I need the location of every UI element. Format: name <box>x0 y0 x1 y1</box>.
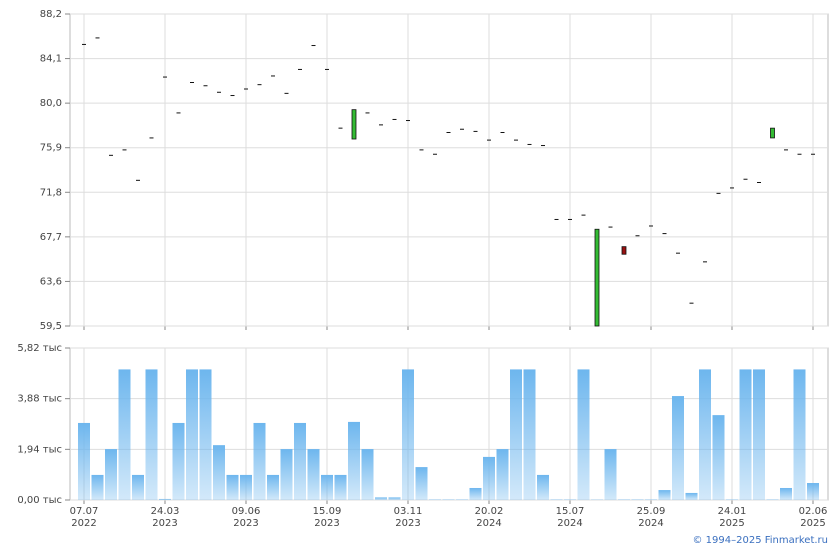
volume-bar <box>726 499 738 500</box>
volume-bar <box>685 492 698 500</box>
x-tick-label: 20.02 2024 <box>474 506 504 529</box>
volume-bar <box>658 490 671 500</box>
volume-bar <box>807 483 819 500</box>
y-tick-label: 75,9 <box>40 143 62 154</box>
volume-bar <box>793 369 806 500</box>
volume-bar <box>91 474 104 500</box>
volume-bar <box>226 474 239 500</box>
volume-bar <box>753 369 765 500</box>
volume-bar <box>213 445 225 500</box>
y-tick-label: 0,00 тыс <box>17 495 62 506</box>
volume-bar <box>361 449 374 500</box>
x-tick-label: 24.03 2023 <box>150 506 180 529</box>
y-tick-label: 71,8 <box>40 187 62 198</box>
volume-bar <box>577 369 590 500</box>
volume-bar <box>159 498 171 500</box>
volume-bar <box>388 497 401 500</box>
y-tick-label: 80,0 <box>40 98 62 109</box>
volume-bar <box>105 449 117 500</box>
volume-bar <box>712 415 725 500</box>
volume-bar <box>348 421 360 500</box>
volume-bar <box>645 499 657 500</box>
volume-bar <box>253 422 266 500</box>
volume-bar <box>604 449 617 500</box>
volume-bar <box>496 449 509 500</box>
x-tick-label: 24.01 2025 <box>717 506 747 529</box>
volume-bar <box>631 499 644 500</box>
volume-bar <box>402 369 414 500</box>
volume-bar <box>523 369 536 500</box>
y-tick-label: 63,6 <box>40 276 62 287</box>
y-tick-label: 1,94 тыс <box>17 444 62 455</box>
candle <box>594 228 600 327</box>
volume-bar <box>780 487 792 500</box>
volume-bar <box>429 499 441 500</box>
x-tick-label: 07.07 2022 <box>69 506 99 529</box>
y-tick-label: 67,7 <box>40 232 62 243</box>
volume-bar <box>510 369 522 500</box>
volume-bar <box>442 499 455 500</box>
volume-bar <box>415 467 428 500</box>
volume-bar <box>672 396 684 500</box>
volume-bar <box>537 474 549 500</box>
y-tick-label: 84,1 <box>40 54 62 65</box>
volume-bar <box>321 474 333 500</box>
x-tick-label: 15.07 2024 <box>555 506 585 529</box>
footer: © 1994–2025 Finmarket.ru <box>692 535 828 546</box>
volume-bar <box>186 369 198 500</box>
y-tick-label: 3,88 тыс <box>17 394 62 405</box>
volume-bar <box>766 499 779 500</box>
volume-bar <box>78 422 90 500</box>
volume-bar <box>334 474 347 500</box>
x-tick-label: 02.06 2025 <box>798 506 828 529</box>
volume-bar <box>199 369 212 500</box>
volume-bar <box>280 449 293 500</box>
volume-bar <box>564 499 576 500</box>
volume-bar <box>172 422 185 500</box>
volume-bar <box>699 369 711 500</box>
volume-bar <box>618 499 630 500</box>
x-tick-label: 25.09 2024 <box>636 506 666 529</box>
x-tick-label: 03.11 2023 <box>393 506 423 529</box>
volume-bar <box>118 369 131 500</box>
volume-bar <box>456 499 468 500</box>
volume-bar <box>267 474 279 500</box>
volume-bar <box>469 487 482 500</box>
x-tick-label: 15.09 2023 <box>312 506 342 529</box>
y-tick-label: 59,5 <box>40 321 62 332</box>
volume-bar <box>132 474 144 500</box>
volume-bar <box>375 497 387 500</box>
candle <box>621 246 627 255</box>
plot-frame <box>69 13 829 327</box>
volume-bar <box>483 456 495 500</box>
y-tick-label: 88,2 <box>40 9 62 20</box>
volume-bar <box>550 499 563 500</box>
volume-bar <box>240 474 252 500</box>
volume-bar <box>145 369 158 500</box>
x-tick-label: 09.06 2023 <box>231 506 261 529</box>
volume-bar <box>739 369 752 500</box>
candle <box>351 109 357 140</box>
volume-bar <box>294 422 306 500</box>
candle <box>770 127 775 139</box>
volume-bar <box>307 449 320 500</box>
y-tick-label: 5,82 тыс <box>17 343 62 354</box>
